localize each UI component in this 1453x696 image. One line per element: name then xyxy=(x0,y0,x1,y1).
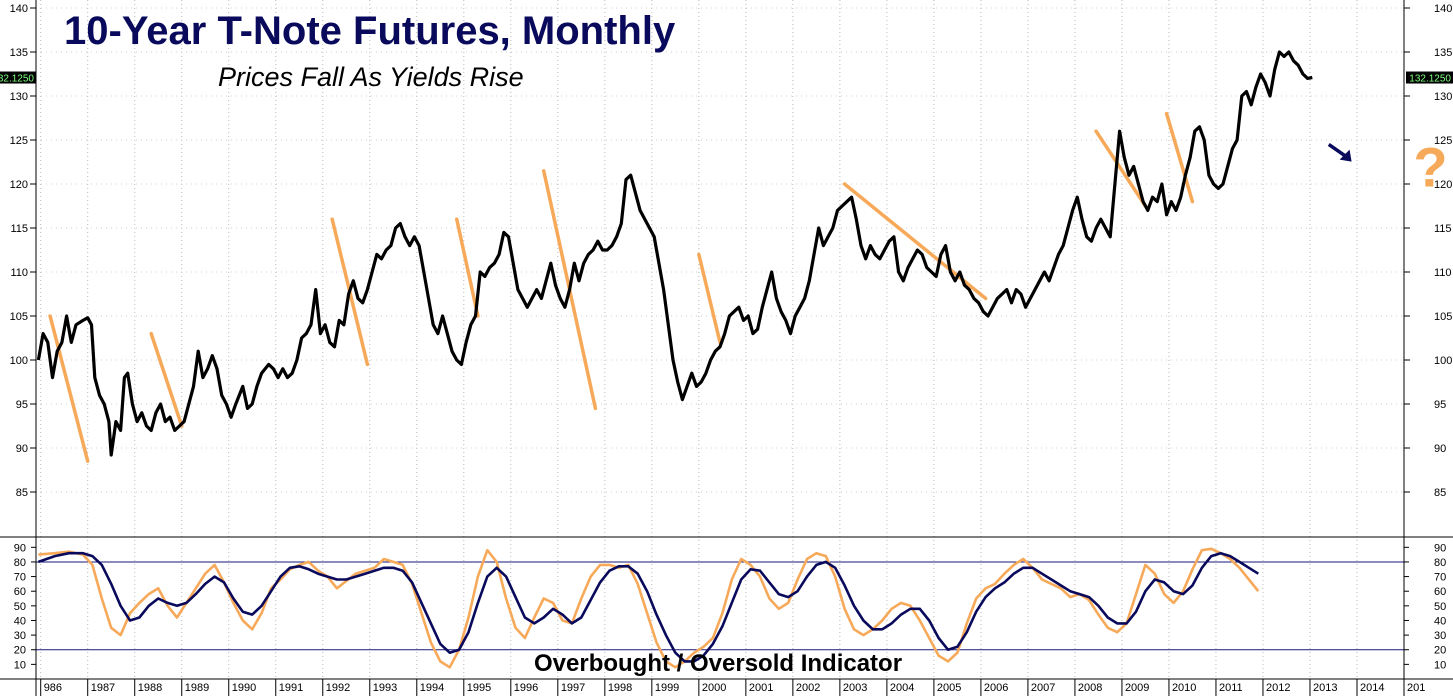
x-tick-label: 2004 xyxy=(890,682,914,694)
osc-y-tick-label: 70 xyxy=(14,572,26,584)
y-tick-label: 105 xyxy=(1434,311,1452,323)
osc-y-tick-label: 10 xyxy=(14,659,26,671)
chart-subtitle: Prices Fall As Yields Rise xyxy=(218,62,524,92)
osc-y-tick-label: 20 xyxy=(14,645,26,657)
x-tick-label: 201 xyxy=(1407,682,1425,694)
osc-y-tick-label: 30 xyxy=(14,630,26,642)
y-tick-label: 90 xyxy=(1434,443,1446,455)
x-tick-label: 986 xyxy=(44,682,62,694)
y-tick-label: 120 xyxy=(1434,179,1452,191)
osc-y-tick-label: 90 xyxy=(14,542,26,554)
y-tick-label: 120 xyxy=(10,179,28,191)
osc-y-tick-label: 20 xyxy=(1434,645,1446,657)
x-tick-label: 1997 xyxy=(561,682,585,694)
x-tick-label: 2000 xyxy=(702,682,726,694)
oscillator-fast-line xyxy=(38,547,1260,669)
x-tick-label: 1988 xyxy=(138,682,162,694)
osc-y-tick-label: 90 xyxy=(1434,542,1446,554)
y-tick-label: 105 xyxy=(10,311,28,323)
trendline xyxy=(697,252,722,345)
osc-y-tick-label: 60 xyxy=(1434,586,1446,598)
y-tick-label: 100 xyxy=(10,355,28,367)
x-tick-label: 1987 xyxy=(91,682,115,694)
x-tick-label: 2008 xyxy=(1078,682,1102,694)
last-price-tag xyxy=(0,71,36,84)
annotations: ? xyxy=(1327,135,1448,198)
x-tick-label: 2005 xyxy=(937,682,961,694)
trendline xyxy=(48,314,90,463)
osc-y-tick-label: 60 xyxy=(14,586,26,598)
trendline xyxy=(454,217,480,318)
y-tick-label: 95 xyxy=(16,399,28,411)
y-tick-label: 100 xyxy=(1434,355,1452,367)
last-price-tag xyxy=(1406,71,1453,84)
y-tick-label: 85 xyxy=(1434,487,1446,499)
oscillator xyxy=(37,547,1260,669)
osc-y-tick-label: 70 xyxy=(1434,572,1446,584)
y-tick-label: 115 xyxy=(1434,223,1452,235)
x-tick-label: 2001 xyxy=(749,682,773,694)
x-tick-label: 2010 xyxy=(1172,682,1196,694)
x-tick-label: 1999 xyxy=(655,682,679,694)
y-tick-label: 115 xyxy=(10,223,28,235)
y-tick-label: 110 xyxy=(10,267,28,279)
y-tick-label: 95 xyxy=(1434,399,1446,411)
price-series xyxy=(36,50,1313,457)
y-tick-label: 135 xyxy=(1434,47,1452,59)
x-tick-label: 2014 xyxy=(1360,682,1384,694)
x-tick-label: 2011 xyxy=(1219,682,1243,694)
y-tick-label: 125 xyxy=(10,135,28,147)
y-tick-label: 90 xyxy=(16,443,28,455)
osc-y-tick-label: 40 xyxy=(14,615,26,627)
oscillator-slow-line xyxy=(37,551,1259,663)
trendlines xyxy=(48,111,1195,463)
y-tick-label: 110 xyxy=(1434,267,1452,279)
arrow-head-icon xyxy=(1339,149,1352,162)
osc-y-tick-label: 10 xyxy=(1434,659,1446,671)
x-tick-label: 1993 xyxy=(373,682,397,694)
last-price-label: 132.1250 xyxy=(1409,74,1451,85)
trendline xyxy=(1164,111,1195,204)
osc-y-tick-label: 50 xyxy=(1434,601,1446,613)
y-tick-label: 125 xyxy=(1434,135,1452,147)
x-tick-label: 2009 xyxy=(1125,682,1149,694)
osc-y-tick-label: 30 xyxy=(1434,630,1446,642)
x-tick-label: 2002 xyxy=(796,682,820,694)
grid xyxy=(36,0,1404,679)
x-tick-label: 2012 xyxy=(1266,682,1290,694)
x-tick-label: 1994 xyxy=(420,682,444,694)
x-tick-label: 1998 xyxy=(608,682,632,694)
y-tick-label: 130 xyxy=(10,91,28,103)
x-tick-label: 2003 xyxy=(843,682,867,694)
question-mark: ? xyxy=(1413,135,1447,198)
y-tick-label: 85 xyxy=(16,487,28,499)
x-tick-label: 1991 xyxy=(279,682,303,694)
y-tick-label: 140 xyxy=(10,3,28,15)
y-tick-label: 135 xyxy=(10,47,28,59)
chart-title: 10-Year T-Note Futures, Monthly xyxy=(64,9,676,53)
oscillator-title: Overbought / Oversold Indicator xyxy=(534,650,902,677)
trendline xyxy=(1094,129,1148,208)
osc-y-tick-label: 40 xyxy=(1434,615,1446,627)
y-tick-label: 130 xyxy=(1434,91,1452,103)
x-tick-label: 2006 xyxy=(984,682,1008,694)
x-tick-label: 1995 xyxy=(467,682,491,694)
x-tick-label: 1992 xyxy=(326,682,350,694)
price-line xyxy=(36,50,1313,457)
x-tick-label: 1989 xyxy=(185,682,209,694)
trendline xyxy=(149,331,184,428)
x-tick-label: 2013 xyxy=(1313,682,1337,694)
last-price-label: 132.1250 xyxy=(0,74,34,85)
osc-y-tick-label: 50 xyxy=(14,601,26,613)
osc-y-tick-label: 80 xyxy=(14,557,26,569)
x-tick-label: 1990 xyxy=(232,682,256,694)
osc-y-tick-label: 80 xyxy=(1434,557,1446,569)
x-tick-label: 2007 xyxy=(1031,682,1055,694)
y-tick-label: 140 xyxy=(1434,3,1452,15)
x-tick-label: 1996 xyxy=(514,682,538,694)
